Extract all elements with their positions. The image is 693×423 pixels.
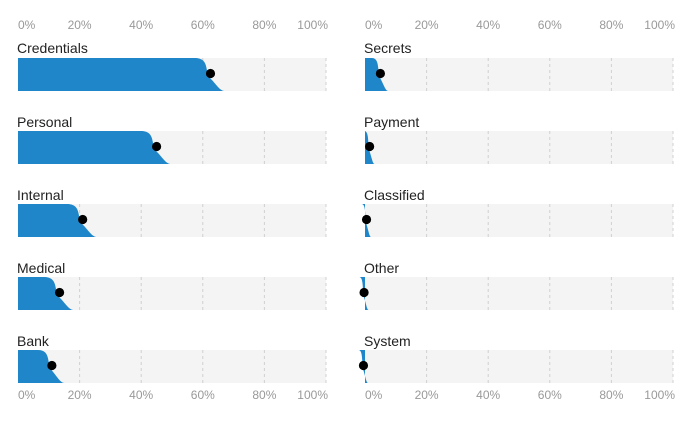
bottom-tick-label: 40% (129, 388, 153, 402)
value-marker (365, 141, 375, 152)
value-marker (205, 68, 216, 79)
top-tick-label: 20% (68, 18, 92, 32)
bar-track (18, 277, 326, 310)
bar (364, 131, 375, 164)
top-tick-label: 80% (252, 18, 276, 32)
bottom-tick-label: 60% (538, 388, 562, 402)
top-tick-label: 80% (599, 18, 623, 32)
bar-track (365, 204, 673, 237)
value-marker (47, 360, 57, 371)
bar-track (365, 350, 673, 383)
bottom-tick-label: 80% (599, 388, 623, 402)
bottom-tick-label: 20% (68, 388, 92, 402)
bar-track (365, 131, 673, 164)
top-tick-label: 60% (191, 18, 215, 32)
chart-panel-2: 0% 0% 20% 20% 40% 40% 60% 60% 80% 80% 100% 100% Secr… (358, 18, 675, 402)
category-label: Payment (364, 114, 419, 130)
value-marker (152, 141, 162, 152)
category-label: Credentials (17, 40, 88, 56)
bar (18, 58, 225, 91)
bottom-tick-label: 100% (644, 388, 675, 402)
top-tick-label: 100% (297, 18, 328, 32)
bar (18, 131, 171, 164)
value-marker (78, 214, 88, 225)
top-tick-label: 40% (129, 18, 153, 32)
value-marker (375, 68, 385, 79)
bar-track (365, 277, 673, 310)
top-tick-label: 40% (476, 18, 500, 32)
value-marker (358, 360, 369, 371)
bar-track (365, 58, 673, 91)
value-marker (361, 214, 372, 225)
category-label: Other (364, 260, 399, 276)
bar (18, 277, 74, 310)
bar (361, 204, 372, 237)
chart-panel-1: 0% 0% 20% 20% 40% 40% 60% 60% 80% 80% 100% 100% Cred… (17, 18, 328, 402)
category-label: System (364, 333, 411, 349)
category-label: Secrets (364, 40, 411, 56)
category-label: Personal (17, 114, 72, 130)
top-tick-label: 100% (644, 18, 675, 32)
bottom-tick-label: 0% (18, 388, 36, 402)
bottom-tick-label: 80% (252, 388, 276, 402)
bar-track (18, 350, 326, 383)
category-label: Medical (17, 260, 65, 276)
bar (18, 350, 65, 383)
value-marker (54, 287, 65, 298)
bottom-tick-label: 20% (415, 388, 439, 402)
category-label: Internal (17, 187, 64, 203)
top-tick-label: 0% (365, 18, 383, 32)
bar (18, 204, 98, 237)
value-marker (359, 287, 369, 298)
category-label: Classified (364, 187, 425, 203)
bottom-tick-label: 100% (297, 388, 328, 402)
category-label: Bank (17, 333, 50, 349)
bottom-tick-label: 0% (365, 388, 383, 402)
top-tick-label: 0% (18, 18, 36, 32)
bottom-tick-label: 60% (191, 388, 215, 402)
top-tick-label: 60% (538, 18, 562, 32)
top-tick-label: 20% (415, 18, 439, 32)
bottom-tick-label: 40% (476, 388, 500, 402)
